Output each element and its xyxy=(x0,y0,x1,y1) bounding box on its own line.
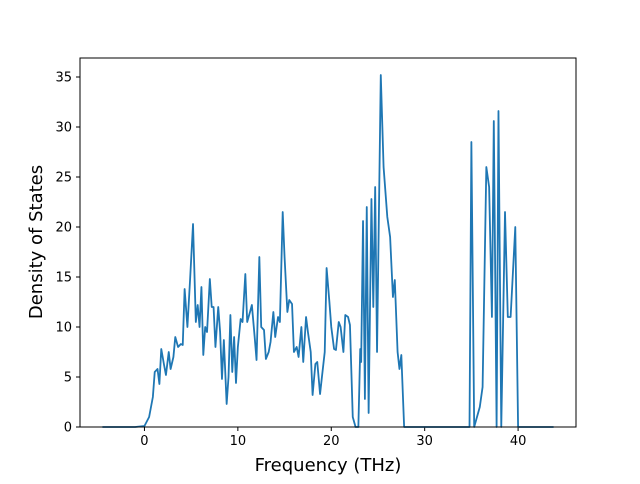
y-tick-label: 0 xyxy=(64,421,72,436)
y-tick-label: 15 xyxy=(55,271,72,286)
y-tick-label: 5 xyxy=(64,371,72,386)
x-axis-label: Frequency (THz) xyxy=(255,455,402,476)
y-axis-label: Density of States xyxy=(26,165,47,319)
x-tick-label: 30 xyxy=(416,434,433,449)
y-tick-label: 20 xyxy=(55,221,72,236)
axes-frame xyxy=(79,57,577,428)
y-tick-label: 30 xyxy=(55,121,72,136)
y-tick-label: 35 xyxy=(55,71,72,86)
x-tick-label: 40 xyxy=(510,434,527,449)
y-tick-label: 10 xyxy=(55,321,72,336)
x-tick-label: 0 xyxy=(140,434,148,449)
x-tick-label: 10 xyxy=(230,434,247,449)
x-tick-label: 20 xyxy=(323,434,340,449)
y-tick-label: 25 xyxy=(55,171,72,186)
line xyxy=(102,74,554,428)
